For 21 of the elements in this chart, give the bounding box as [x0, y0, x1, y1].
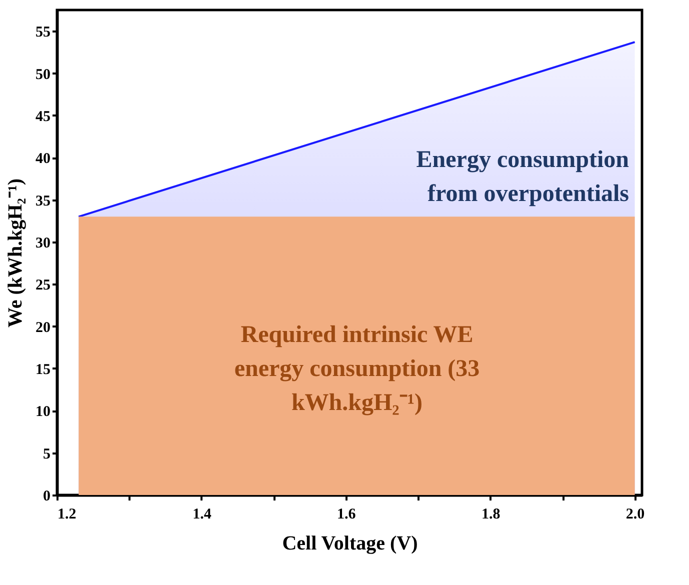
x-axis-title: Cell Voltage (V) — [282, 532, 418, 554]
y-tick-label: 45 — [36, 108, 50, 125]
y-tick-label: 35 — [36, 193, 50, 210]
y-tick-label: 40 — [36, 151, 50, 168]
y-tick-label: 30 — [36, 235, 50, 252]
y-tick-label: 0 — [43, 488, 50, 504]
y-tick-label: 55 — [36, 24, 50, 41]
x-tick-label: 1.2 — [58, 506, 76, 522]
y-tick-label: 5 — [43, 446, 50, 462]
x-tick-label: 1.4 — [192, 506, 212, 522]
y-tick-label: 25 — [36, 278, 50, 294]
x-tick-label: 1.8 — [481, 506, 500, 522]
annotation: Required intrinsic WE energy consumption (33 kWh.kgH₂⁻¹) — [234, 322, 480, 416]
annotation: Energy consumption from overpotentials — [416, 147, 629, 207]
y-tick-label: 50 — [36, 66, 50, 83]
y-axis-title: We (kWh.kgH₂⁻¹) — [4, 178, 26, 328]
y-tick-label: 20 — [36, 320, 50, 336]
y-tick-label: 15 — [36, 362, 50, 378]
x-tick-label: 2.0 — [626, 506, 645, 522]
x-tick-label: 1.6 — [337, 506, 356, 522]
y-tick-label: 10 — [36, 404, 50, 420]
